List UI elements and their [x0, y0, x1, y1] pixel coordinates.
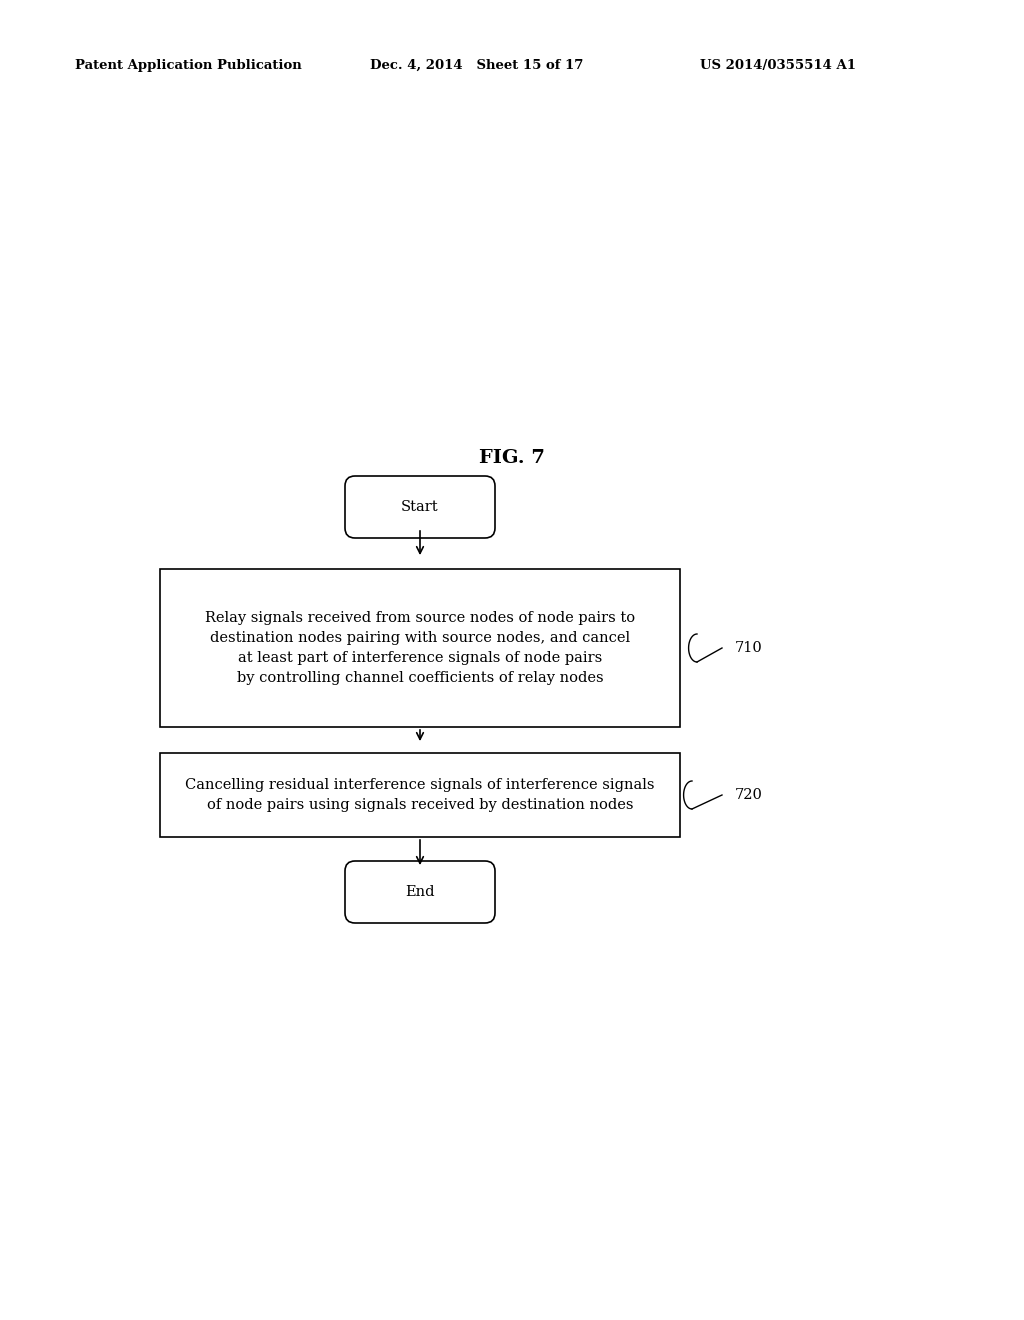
FancyBboxPatch shape	[345, 861, 495, 923]
FancyBboxPatch shape	[345, 477, 495, 539]
Text: FIG. 7: FIG. 7	[479, 449, 545, 467]
Text: US 2014/0355514 A1: US 2014/0355514 A1	[700, 58, 856, 71]
FancyBboxPatch shape	[160, 752, 680, 837]
Text: End: End	[406, 884, 435, 899]
Text: Patent Application Publication: Patent Application Publication	[75, 58, 302, 71]
FancyBboxPatch shape	[160, 569, 680, 727]
Text: Dec. 4, 2014   Sheet 15 of 17: Dec. 4, 2014 Sheet 15 of 17	[370, 58, 584, 71]
Text: 710: 710	[735, 642, 763, 655]
Text: Relay signals received from source nodes of node pairs to
destination nodes pair: Relay signals received from source nodes…	[205, 611, 635, 685]
Text: Start: Start	[401, 500, 439, 513]
Text: Cancelling residual interference signals of interference signals
of node pairs u: Cancelling residual interference signals…	[185, 777, 654, 812]
Text: 720: 720	[735, 788, 763, 803]
